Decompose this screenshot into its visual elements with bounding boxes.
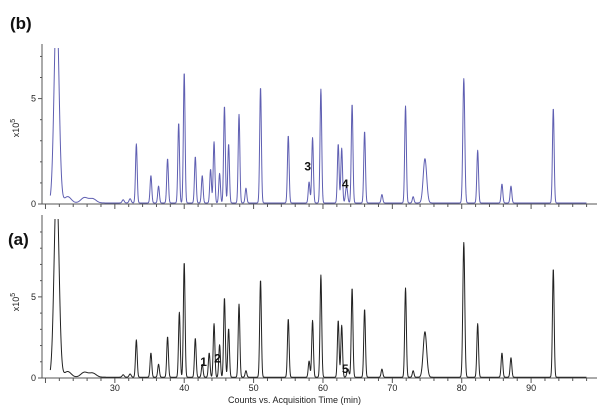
peak-annotation: 1 [200, 355, 207, 369]
peak-annotation: 3 [304, 159, 311, 173]
y-axis-label-exponent: 5 [10, 119, 17, 123]
y-tick-label: 5 [31, 94, 36, 104]
chromatogram-trace [49, 219, 587, 378]
x-axis-label: Counts vs. Acquisition Time (min) [228, 395, 361, 405]
y-tick-label: 0 [31, 199, 36, 209]
peak-annotation: 2 [214, 352, 221, 366]
y-axis-label: x105 [10, 119, 21, 138]
y-axis-label-base: x10 [11, 123, 21, 138]
x-tick-label: 90 [526, 383, 536, 393]
x-tick-label: 70 [387, 383, 397, 393]
x-tick-label: 40 [179, 383, 189, 393]
panel-label: (b) [10, 14, 32, 33]
y-axis-label-exponent: 5 [10, 293, 17, 297]
y-axis-label: x105 [10, 293, 21, 312]
x-tick-label: 30 [110, 383, 120, 393]
x-tick-label: 60 [318, 383, 328, 393]
y-axis-label-base: x10 [11, 297, 21, 312]
peak-annotation: 4 [342, 177, 349, 191]
peak-annotation: 5 [342, 362, 349, 376]
x-tick-label: 80 [457, 383, 467, 393]
y-tick-label: 5 [31, 292, 36, 302]
x-tick-label: 50 [249, 383, 259, 393]
y-tick-label: 0 [31, 373, 36, 383]
chromatogram-trace [49, 48, 587, 204]
panel-label: (a) [8, 230, 29, 249]
